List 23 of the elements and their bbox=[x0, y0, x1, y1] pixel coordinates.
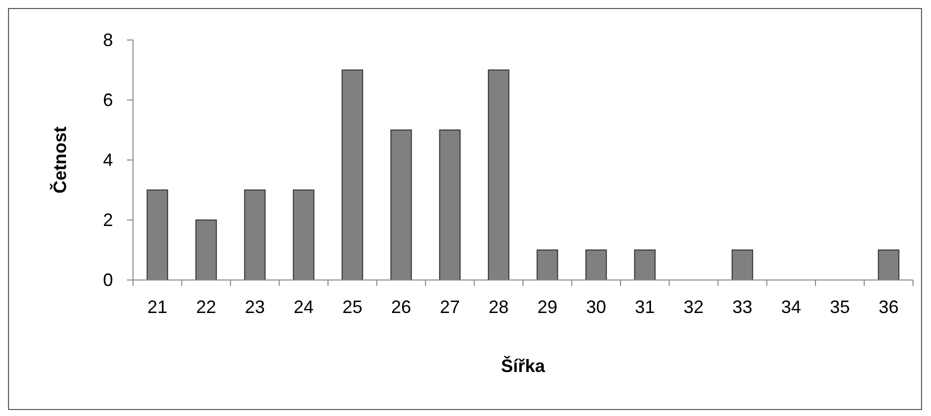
x-tick-label: 33 bbox=[732, 297, 752, 317]
x-tick-label: 29 bbox=[537, 297, 558, 317]
x-tick-label: 31 bbox=[634, 297, 655, 317]
x-tick-label: 30 bbox=[586, 297, 606, 317]
y-tick-label: 0 bbox=[102, 270, 113, 290]
x-tick-label: 35 bbox=[830, 297, 850, 317]
x-tick-label: 23 bbox=[244, 297, 265, 317]
y-tick-label: 4 bbox=[102, 150, 113, 170]
x-tick-label: 25 bbox=[342, 297, 362, 317]
x-tick-label: 22 bbox=[196, 297, 216, 317]
x-tick-label: 32 bbox=[684, 297, 704, 317]
x-tick-label: 28 bbox=[488, 297, 509, 317]
y-tick-label: 6 bbox=[102, 90, 113, 110]
x-tick-label: 34 bbox=[781, 297, 802, 317]
x-axis-title: Šířka bbox=[500, 355, 546, 376]
x-tick-label: 21 bbox=[147, 297, 168, 317]
x-tick-label: 24 bbox=[294, 297, 314, 317]
y-tick-label: 8 bbox=[102, 30, 113, 50]
x-tick-label: 36 bbox=[878, 297, 899, 317]
x-tick-label: 27 bbox=[440, 297, 460, 317]
y-tick-label: 2 bbox=[102, 210, 113, 230]
x-tick-label: 26 bbox=[391, 297, 412, 317]
y-axis-title: Četnost bbox=[49, 126, 70, 194]
